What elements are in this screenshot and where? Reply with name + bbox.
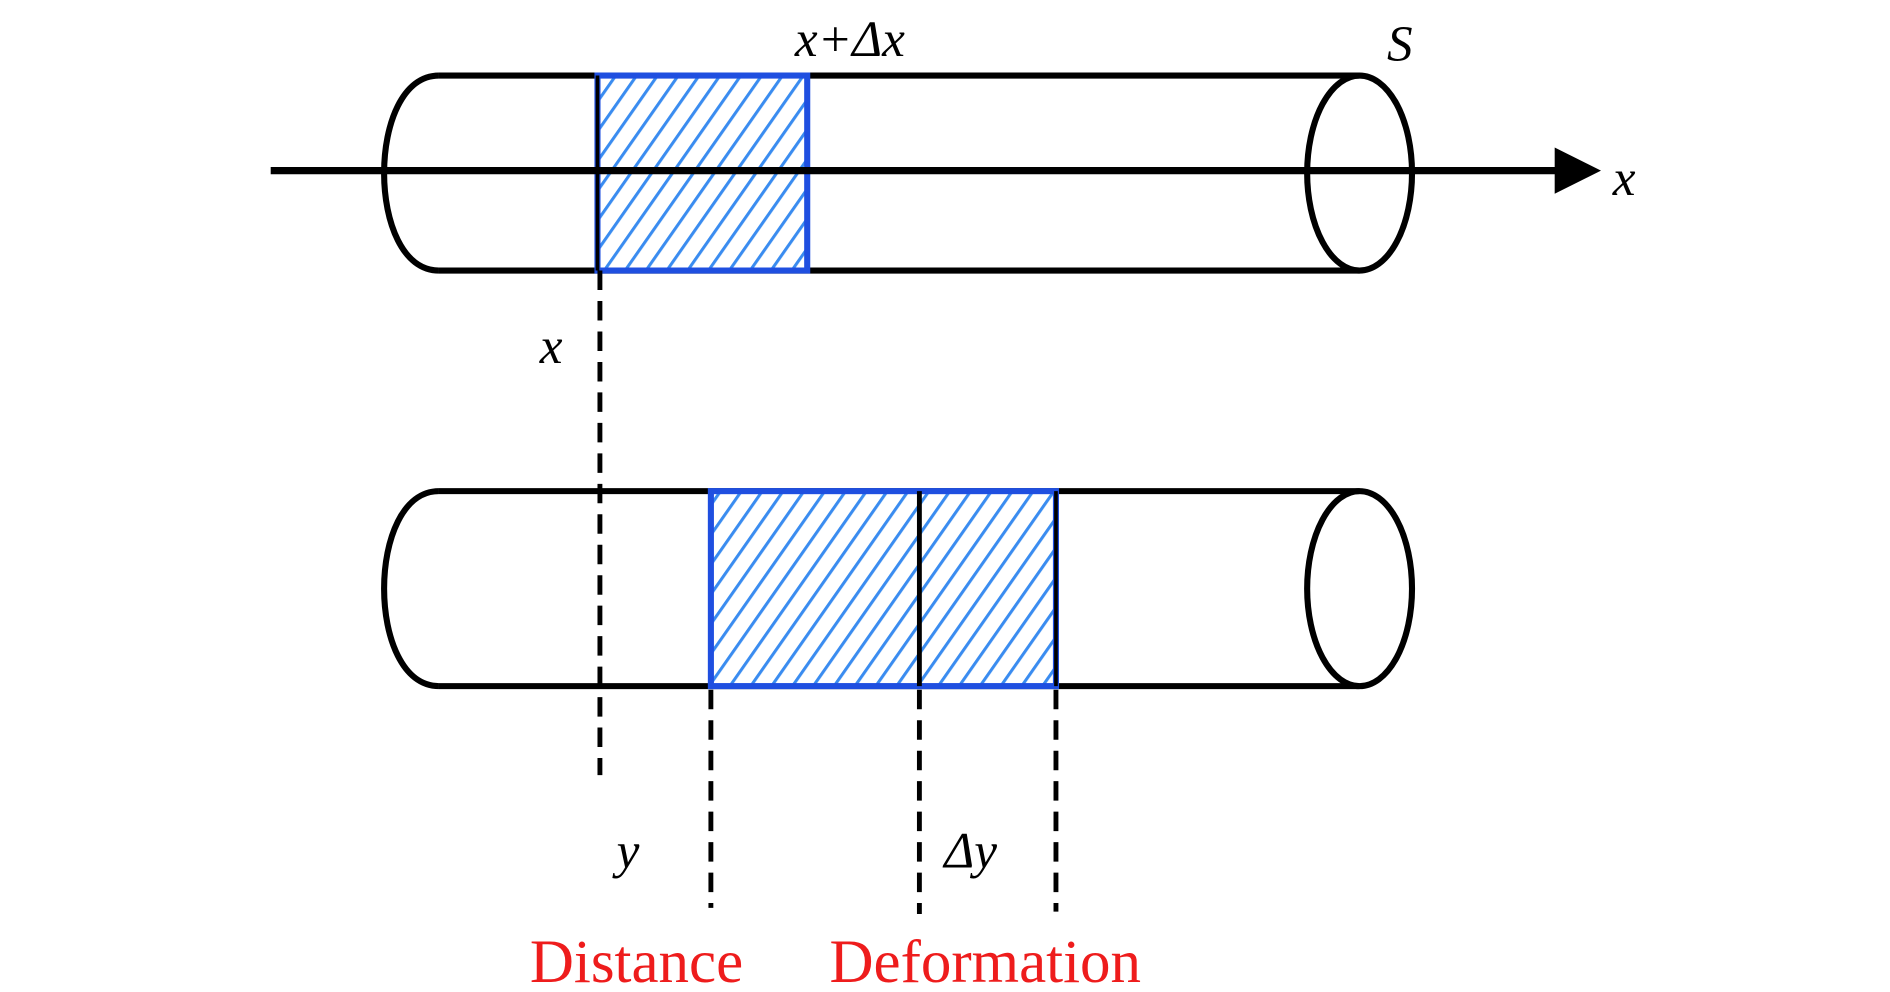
bottom-cylinder-right-end (1304, 488, 1416, 690)
label-cross-section: S (1387, 16, 1413, 73)
bottom-cylinder-left-end (381, 488, 440, 690)
caption-distance: Distance (530, 929, 743, 992)
label-x-plus-delta-x: x+Δx (794, 11, 905, 68)
caption-deformation: Deformation (830, 929, 1141, 992)
bottom-hatched-segment (707, 488, 1060, 690)
label-position-x: x (539, 318, 563, 375)
label-axis-x: x (1612, 150, 1636, 207)
x-axis-arrow-icon (1554, 147, 1602, 194)
label-position-y: y (612, 823, 640, 880)
label-delta-y: Δy (942, 823, 997, 880)
